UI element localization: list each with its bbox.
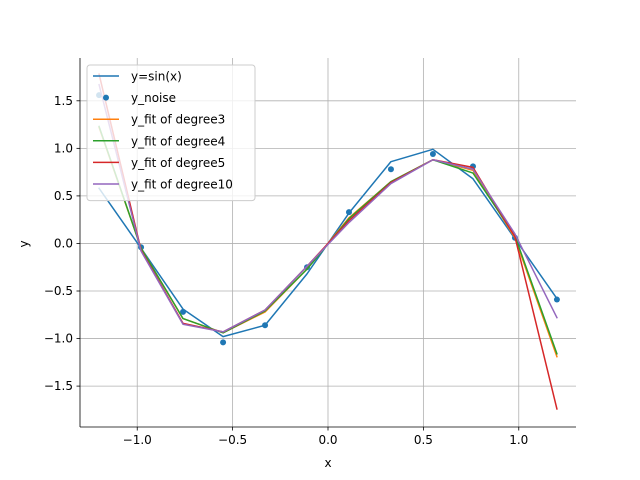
scatter-point — [262, 322, 269, 329]
legend-item: y_fit of degree4 — [93, 134, 225, 148]
legend-label: y_noise — [131, 91, 176, 105]
legend-label: y=sin(x) — [131, 70, 182, 84]
y-tick-label: 0.0 — [54, 236, 73, 250]
scatter-point — [387, 166, 394, 173]
series-line-5 — [98, 83, 558, 333]
legend-label: y_fit of degree3 — [131, 113, 225, 127]
x-tick-label: 0.5 — [414, 433, 433, 447]
scatter-point — [553, 296, 560, 303]
legend-item: y_fit of degree10 — [93, 178, 233, 192]
legend-label: y_fit of degree4 — [131, 134, 225, 148]
scatter-point — [429, 151, 436, 158]
plot-series — [96, 73, 560, 410]
scatter-point — [469, 163, 476, 170]
scatter-point — [345, 209, 352, 216]
scatter-point — [220, 339, 227, 346]
legend-label: y_fit of degree5 — [131, 156, 225, 170]
x-tick-label: 1.0 — [509, 433, 528, 447]
legend-marker — [103, 94, 109, 101]
x-axis-label: x — [324, 456, 331, 470]
x-tick-label: 0.0 — [318, 433, 337, 447]
axis-ticks: −1.0 −0.5 0.0 0.5 1.0 −1.5 −1.0 −0.5 0.0 0.5 1.0 1.… — [44, 94, 528, 447]
legend-item: y=sin(x) — [93, 70, 182, 84]
x-tick-label: −1.0 — [123, 433, 152, 447]
legend-frame — [86, 64, 256, 202]
legend: y=sin(x) y_noise y_fit of degree3 y_fit of … — [86, 64, 256, 202]
legend-item: y_fit of degree5 — [93, 156, 225, 170]
legend-label: y_fit of degree10 — [131, 178, 233, 192]
x-tick-label: −0.5 — [218, 433, 247, 447]
y-tick-label: −1.5 — [44, 379, 73, 393]
y-tick-label: 0.5 — [54, 189, 73, 203]
legend-item: y_fit of degree3 — [93, 113, 225, 127]
y-tick-label: 1.5 — [54, 94, 73, 108]
y-tick-label: −0.5 — [44, 284, 73, 298]
scatter-point — [180, 308, 187, 315]
y-axis-label: y — [17, 240, 31, 247]
legend-item: y_noise — [103, 91, 176, 105]
y-tick-label: 1.0 — [54, 141, 73, 155]
y-tick-label: −1.0 — [44, 332, 73, 346]
